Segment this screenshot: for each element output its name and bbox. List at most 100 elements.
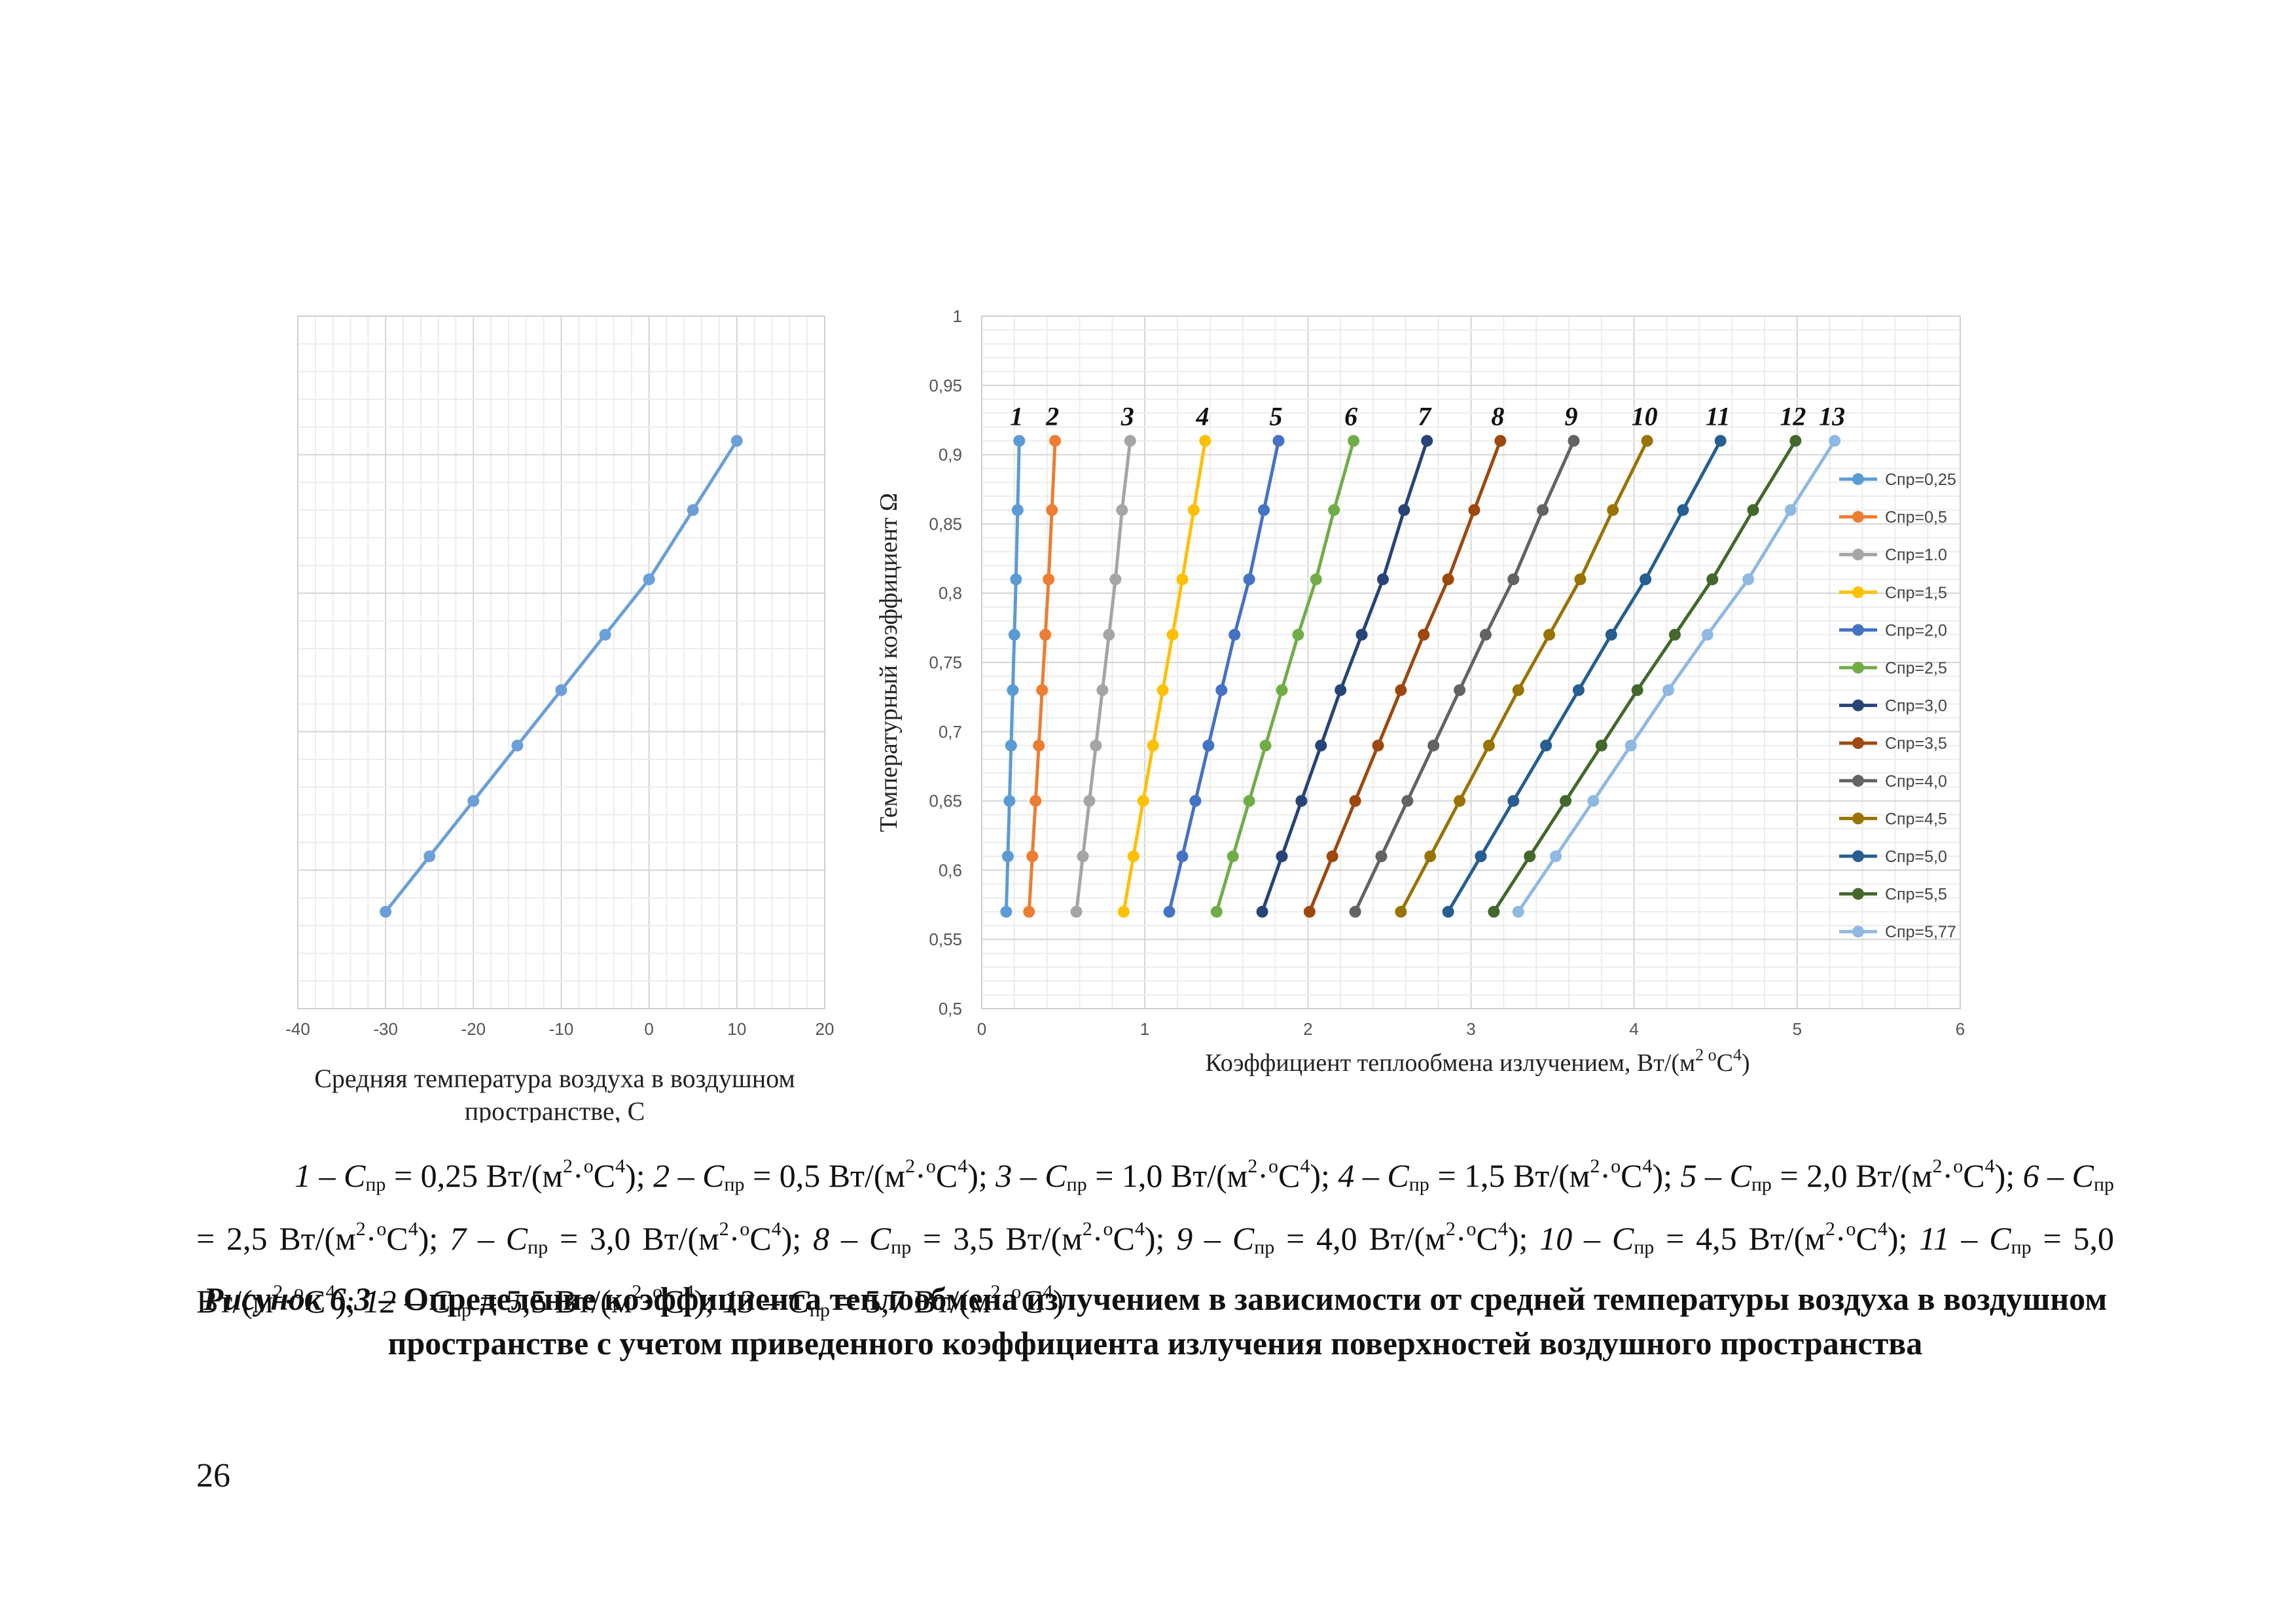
x-tick-label: -30 (373, 1019, 398, 1039)
legend-item: 12 – Спр = 5,5 Вт/(м2·оС4); (363, 1281, 714, 1321)
legend-item-unit: С (1278, 1157, 1300, 1194)
data-point (1701, 628, 1713, 641)
data-point (1421, 435, 1433, 447)
legend-item-sup: 4 (684, 1281, 694, 1303)
series-number-label: 11 (1706, 401, 1731, 431)
y-tick-label: 0,8 (939, 583, 962, 603)
legend-item: 9 – Спр = 4,0 Вт/(м2·оС4); (1176, 1218, 1528, 1258)
data-point (1046, 504, 1058, 516)
data-point (1784, 504, 1797, 516)
x-tick-label: 3 (1466, 1019, 1475, 1039)
y-tick-label: 0,75 (929, 653, 962, 672)
data-point (1023, 905, 1035, 918)
data-point (380, 905, 392, 918)
data-point (1335, 684, 1347, 696)
legend-label: Спр=5,0 (1885, 848, 1947, 866)
data-point (1010, 573, 1022, 586)
legend-item-symbol: С (869, 1220, 891, 1257)
data-point (1572, 684, 1585, 696)
legend-item-subscript: пр (891, 1236, 912, 1258)
legend-item-number: 12 (363, 1283, 397, 1320)
legend-item-unit: С (386, 1220, 408, 1257)
legend-item-close: ) (1052, 1283, 1064, 1320)
data-point (1000, 905, 1013, 918)
data-point (1789, 435, 1802, 447)
legend-item-number: 1 (295, 1157, 311, 1194)
y-tick-label: 0,85 (929, 514, 962, 533)
data-point (1512, 684, 1524, 696)
chart-legend: Спр=0,25 Спр=0,5 Спр=1.0 Спр=1,5 Спр=2,0 Спр=… (1839, 471, 1956, 941)
legend-label: Спр=4,5 (1885, 810, 1947, 828)
legend-item-sup: 4 (1134, 1218, 1145, 1240)
right-plot-frame (981, 316, 1961, 1009)
caption-label: Рисунок 6.3 (203, 1280, 371, 1317)
legend-item-sup: о (583, 1155, 594, 1177)
data-point (1479, 628, 1492, 641)
legend-item-sup: 2 (1590, 1155, 1600, 1177)
data-point (1376, 573, 1389, 586)
y-axis-label: Температурный коэффициент Ω (875, 493, 903, 832)
legend-item-sup: о (653, 1281, 663, 1303)
legend-item-value: = 1,0 Вт/(м (1086, 1157, 1248, 1194)
data-point (1276, 850, 1288, 863)
legend-label: Спр=0,5 (1885, 509, 1947, 527)
legend-label: Спр=3,0 (1885, 697, 1947, 715)
data-point (1227, 850, 1239, 863)
legend-marker (1852, 699, 1864, 712)
legend-item-symbol: С (1232, 1220, 1255, 1257)
data-point (1418, 628, 1430, 641)
figure-caption: Рисунок 6.3 – Определение коэффициента т… (196, 1276, 2114, 1365)
data-point (1033, 739, 1045, 751)
data-point (423, 850, 436, 863)
legend-item-subscript: пр (2094, 1174, 2115, 1195)
legend-item-sup: о (376, 1218, 387, 1240)
series-group: 3 (1070, 401, 1136, 918)
data-point (1127, 850, 1139, 863)
data-point (1008, 628, 1020, 641)
data-point (1001, 850, 1014, 863)
data-point (1574, 573, 1587, 586)
legend-item-value: = 5,5 Вт/(м (471, 1283, 632, 1320)
legend-item-number: 7 (450, 1220, 467, 1257)
caption-dash: – (370, 1280, 404, 1317)
data-point (643, 573, 655, 586)
data-point (1355, 628, 1368, 641)
data-point (1109, 573, 1122, 586)
x-tick-label: 10 (727, 1019, 746, 1039)
legend-item-sup: о (1011, 1281, 1022, 1303)
legend-item-value: = 0,25 Вт/(м (386, 1157, 564, 1194)
data-point (1595, 739, 1607, 751)
legend-item-symbol: С (787, 1283, 810, 1320)
legend-item-symbol: С (2072, 1157, 2094, 1194)
x-tick-label: -40 (285, 1019, 310, 1039)
legend-item-number: 8 (813, 1220, 830, 1257)
legend-item-unit: С (662, 1283, 685, 1320)
x-tick-label: 1 (1140, 1019, 1149, 1039)
legend-item-value: = 5,7 Вт/(м (829, 1283, 991, 1320)
legend-item-symbol: С (1387, 1157, 1409, 1194)
legend-item-sep: – (396, 1283, 429, 1320)
legend-item: 1 – Спр = 0,25 Вт/(м2·оС4); (295, 1155, 645, 1195)
page-number: 26 (196, 1457, 230, 1494)
series-group: 1 (1000, 401, 1026, 918)
legend-item-number: 13 (722, 1283, 755, 1320)
legend-item-subscript: пр (724, 1174, 745, 1195)
right-chart: 0 1 2 3 4 5 60,50,550,60,650,70,750,80,850,90,… (875, 306, 1965, 1077)
legend-item-unit: С (304, 1283, 326, 1320)
legend-item-sup: 2 (563, 1155, 573, 1177)
legend-item-subscript: пр (365, 1174, 386, 1195)
legend-item-sep: – (1193, 1220, 1232, 1257)
x-axis-label: Средняя температура воздуха в воздушном (314, 1064, 795, 1093)
data-point (1605, 628, 1617, 641)
data-point (730, 435, 743, 447)
data-point (1117, 905, 1130, 918)
legend-item-dot: · (1092, 1220, 1103, 1257)
legend-marker (1852, 586, 1864, 598)
legend-item-value: = 4,0 Вт/(м (1274, 1220, 1446, 1257)
data-point (1442, 905, 1454, 918)
legend-item-sup: о (1611, 1155, 1621, 1177)
legend-item-sup: о (925, 1155, 936, 1177)
data-point (1090, 739, 1102, 751)
data-point (1442, 573, 1454, 586)
data-point (1292, 628, 1304, 641)
